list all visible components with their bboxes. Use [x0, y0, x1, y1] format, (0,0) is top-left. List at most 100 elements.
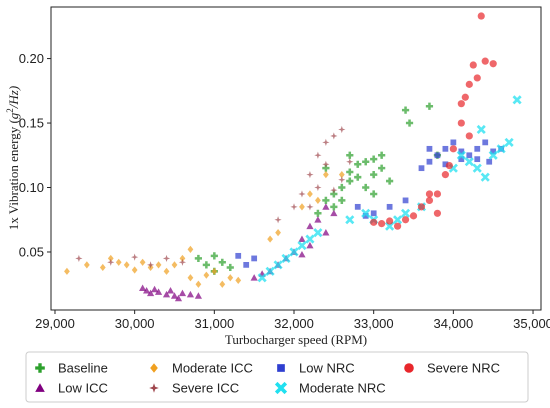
legend-marker [150, 363, 158, 373]
data-point [402, 197, 409, 204]
data-point [186, 290, 195, 298]
legend-marker [35, 363, 45, 373]
data-point [417, 203, 426, 211]
data-point [195, 280, 202, 288]
data-point [476, 124, 486, 135]
data-point [306, 241, 314, 249]
legend-marker [35, 383, 45, 392]
x-tick-label: 33,000 [354, 316, 394, 331]
data-point [488, 150, 498, 160]
data-point [338, 125, 346, 134]
legend: Baseline Low ICC Moderate ICC Severe ICC Low… [25, 351, 529, 403]
data-point [425, 102, 434, 110]
data-point [179, 254, 186, 263]
data-point [338, 176, 346, 184]
data-point [441, 171, 449, 179]
data-point [378, 220, 386, 228]
data-point [194, 292, 202, 299]
data-point [99, 263, 106, 272]
data-point [370, 218, 378, 226]
data-point [281, 253, 291, 263]
data-point [393, 222, 402, 230]
data-point [298, 250, 306, 258]
data-point [235, 252, 242, 259]
data-point [322, 160, 330, 168]
data-point [315, 196, 321, 205]
data-point [210, 252, 218, 260]
legend-marker [274, 381, 288, 395]
data-point [298, 190, 306, 198]
series-low-nrc [235, 139, 505, 268]
legend-marker [149, 383, 159, 393]
data-point [362, 212, 369, 219]
data-point [330, 190, 338, 198]
data-point [107, 258, 115, 266]
legend-box [25, 351, 529, 403]
data-point [346, 168, 354, 176]
data-point [227, 274, 234, 282]
data-point [386, 203, 393, 210]
data-point [346, 158, 354, 166]
data-point [202, 261, 210, 269]
x-tick-label: 35,000 [513, 316, 550, 331]
data-point [458, 148, 465, 155]
data-point [307, 190, 313, 198]
data-point [314, 209, 322, 217]
data-point [465, 132, 473, 140]
data-point [445, 161, 453, 170]
data-point [433, 209, 442, 217]
data-point [298, 235, 306, 242]
data-point [146, 289, 155, 297]
data-point [504, 137, 514, 147]
legend-marker [404, 363, 414, 373]
data-point [146, 261, 155, 269]
legend-label: Moderate ICC [172, 361, 253, 376]
data-point [434, 152, 441, 159]
data-point [178, 289, 187, 297]
data-point [474, 145, 481, 152]
legend-item-moderate-nrc: Moderate NRC [274, 381, 386, 396]
data-point [219, 280, 226, 288]
data-point [257, 273, 267, 283]
data-point [386, 177, 394, 185]
data-point [354, 173, 362, 181]
data-point [480, 172, 490, 182]
data-point [265, 266, 275, 276]
y-axis-label-unit: g [6, 112, 21, 119]
data-point [354, 203, 361, 210]
data-point [362, 158, 370, 166]
data-point [306, 171, 314, 179]
data-point [171, 261, 178, 269]
data-point [393, 215, 403, 225]
legend-label: Moderate NRC [299, 381, 386, 396]
series-moderate-icc [64, 171, 345, 288]
data-point [472, 163, 482, 173]
data-point [107, 254, 114, 263]
data-point [273, 260, 283, 270]
data-point [64, 267, 70, 275]
data-point [362, 183, 370, 192]
data-point [433, 190, 442, 198]
series-moderate-nrc [257, 95, 522, 283]
axis-ticks: 29,000 30,000 31,000 32,000 33,000 34,000 35,0… [19, 51, 550, 331]
data-point [155, 261, 162, 269]
y-tick-label: 0.15 [19, 116, 44, 131]
data-point [405, 119, 414, 127]
data-point [442, 145, 449, 152]
data-point [314, 183, 322, 192]
legend-item-moderate-icc: Moderate ICC [150, 361, 253, 376]
data-point [267, 235, 273, 243]
data-point [131, 253, 139, 261]
data-point [330, 209, 338, 217]
data-point [274, 216, 282, 224]
data-point [235, 276, 242, 284]
data-point [386, 217, 394, 225]
legend-label: Low ICC [58, 381, 108, 396]
data-point [338, 196, 346, 205]
data-point [370, 155, 378, 163]
series-severe-nrc [370, 12, 497, 230]
data-point [473, 74, 481, 82]
x-tick-label: 31,000 [194, 316, 234, 331]
data-point [290, 203, 298, 211]
series-severe-icc [75, 125, 354, 269]
